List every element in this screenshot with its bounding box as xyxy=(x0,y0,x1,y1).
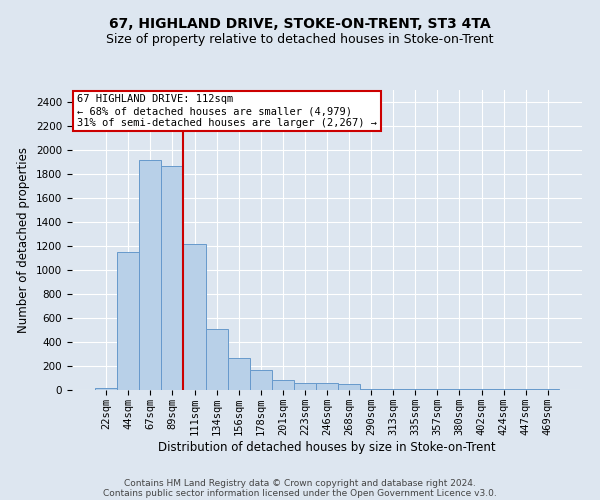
Bar xyxy=(360,389,382,390)
Text: Size of property relative to detached houses in Stoke-on-Trent: Size of property relative to detached ho… xyxy=(106,32,494,46)
Text: 67 HIGHLAND DRIVE: 112sqm
← 68% of detached houses are smaller (4,979)
31% of se: 67 HIGHLAND DRIVE: 112sqm ← 68% of detac… xyxy=(77,94,377,128)
Bar xyxy=(227,358,250,390)
Text: 67, HIGHLAND DRIVE, STOKE-ON-TRENT, ST3 4TA: 67, HIGHLAND DRIVE, STOKE-ON-TRENT, ST3 … xyxy=(109,18,491,32)
Bar xyxy=(272,380,294,390)
Bar xyxy=(294,383,316,390)
Bar xyxy=(95,388,117,390)
Bar xyxy=(316,384,338,390)
Bar xyxy=(139,160,161,390)
Bar xyxy=(117,252,139,390)
X-axis label: Distribution of detached houses by size in Stoke-on-Trent: Distribution of detached houses by size … xyxy=(158,440,496,454)
Bar xyxy=(250,370,272,390)
Text: Contains public sector information licensed under the Open Government Licence v3: Contains public sector information licen… xyxy=(103,488,497,498)
Bar xyxy=(184,244,206,390)
Y-axis label: Number of detached properties: Number of detached properties xyxy=(17,147,31,333)
Bar xyxy=(382,389,404,390)
Bar xyxy=(161,166,184,390)
Bar xyxy=(338,384,360,390)
Text: Contains HM Land Registry data © Crown copyright and database right 2024.: Contains HM Land Registry data © Crown c… xyxy=(124,478,476,488)
Bar xyxy=(206,329,227,390)
